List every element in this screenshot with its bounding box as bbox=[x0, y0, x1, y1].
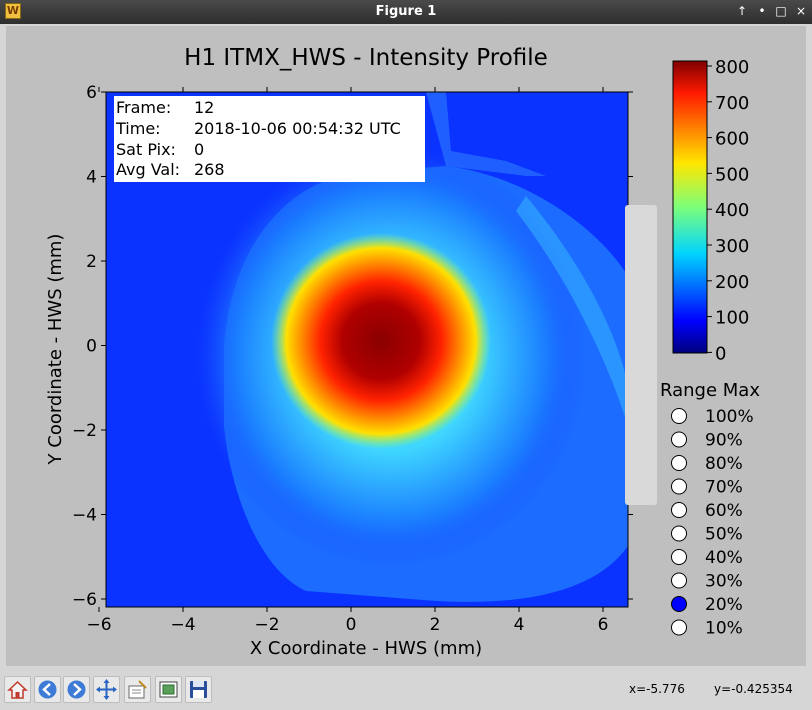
radio-button[interactable] bbox=[671, 525, 687, 542]
pan-button[interactable] bbox=[93, 676, 120, 703]
colorbar-tick-label: 800 bbox=[715, 57, 749, 78]
y-tick-label: −2 bbox=[72, 421, 97, 441]
y-tick-label: 0 bbox=[86, 337, 97, 357]
edit-axis-button[interactable] bbox=[155, 676, 182, 703]
colorbar-tick-label: 600 bbox=[715, 129, 749, 150]
window-titlebar: W Figure 1 ↑ • □ × bbox=[0, 0, 812, 24]
range-slider-panel[interactable] bbox=[625, 205, 657, 505]
figure-svg: H1 ITMX_HWS - Intensity Profile −6 −4 −2 0 2… bbox=[45, 45, 760, 659]
y-tick-label: −6 bbox=[72, 590, 97, 610]
frame-value: 12 bbox=[194, 98, 214, 117]
radio-label: 90% bbox=[705, 431, 743, 451]
colorbar-ticks: 800 700 600 500 400 300 200 100 0 bbox=[707, 57, 749, 364]
radio-button[interactable] bbox=[671, 431, 687, 448]
x-tick-label: −2 bbox=[254, 615, 279, 635]
intensity-image bbox=[106, 92, 628, 607]
x-tick-label: 2 bbox=[430, 615, 441, 635]
back-button[interactable] bbox=[34, 676, 61, 703]
range-option-90-percent[interactable]: 90% bbox=[671, 431, 743, 451]
frame-info-box: Frame: 12 Time: 2018-10-06 00:54:32 UTC … bbox=[114, 96, 425, 182]
x-tick-label: 6 bbox=[598, 615, 609, 635]
app-icon: W bbox=[5, 3, 21, 19]
range-option-60-percent[interactable]: 60% bbox=[671, 501, 743, 521]
home-icon bbox=[7, 680, 28, 699]
y-tick-label: −4 bbox=[72, 506, 97, 526]
colorbar-tick-label: 200 bbox=[715, 272, 749, 293]
plot-title: H1 ITMX_HWS - Intensity Profile bbox=[184, 45, 548, 71]
x-axis: −6 −4 −2 0 2 4 6 bbox=[86, 87, 608, 635]
radio-label: 40% bbox=[705, 548, 743, 568]
radio-label: 60% bbox=[705, 501, 743, 521]
y-tick-label: 2 bbox=[86, 252, 97, 272]
colorbar-tick-label: 700 bbox=[715, 93, 749, 114]
colorbar-tick-label: 300 bbox=[715, 236, 749, 257]
satpix-label: Sat Pix: bbox=[116, 140, 176, 159]
window-title: Figure 1 bbox=[375, 4, 437, 19]
frame-label: Frame: bbox=[116, 98, 171, 117]
colorbar-tick-label: 100 bbox=[715, 308, 749, 329]
range-option-50-percent[interactable]: 50% bbox=[671, 525, 743, 545]
radio-button[interactable] bbox=[671, 619, 687, 636]
navigation-toolbar: x=-5.776 y=-0.425354 bbox=[0, 668, 812, 710]
radio-label: 100% bbox=[705, 407, 754, 427]
colorbar-tick-label: 500 bbox=[715, 164, 749, 185]
x-tick-label: −6 bbox=[86, 615, 111, 635]
save-button[interactable] bbox=[185, 676, 212, 703]
edit-axis-icon bbox=[159, 681, 178, 698]
radio-button[interactable] bbox=[671, 572, 687, 589]
home-button[interactable] bbox=[4, 676, 31, 703]
cursor-x-coordinate: x=-5.776 bbox=[629, 682, 685, 696]
y-axis-label: Y Coordinate - HWS (mm) bbox=[45, 234, 66, 466]
y-tick-label: 4 bbox=[86, 168, 97, 188]
back-icon bbox=[38, 680, 57, 699]
x-tick-label: 4 bbox=[514, 615, 525, 635]
pan-icon bbox=[96, 679, 117, 700]
radio-button[interactable] bbox=[671, 549, 687, 565]
radio-button[interactable] bbox=[671, 455, 687, 471]
save-icon bbox=[190, 681, 207, 698]
colorbar-tick-label: 0 bbox=[715, 343, 726, 364]
radio-button[interactable] bbox=[671, 408, 687, 424]
configure-subplots-icon bbox=[128, 680, 147, 699]
radio-button[interactable] bbox=[671, 596, 687, 612]
forward-button[interactable] bbox=[63, 676, 90, 703]
keep-above-button[interactable]: ↑ bbox=[736, 4, 748, 18]
range-option-80-percent[interactable]: 80% bbox=[671, 454, 743, 474]
range-option-70-percent[interactable]: 70% bbox=[671, 478, 743, 498]
range-option-10-percent[interactable]: 10% bbox=[671, 619, 743, 639]
range-option-40-percent[interactable]: 40% bbox=[671, 548, 743, 568]
range-option-100-percent[interactable]: 100% bbox=[671, 407, 754, 427]
radio-button[interactable] bbox=[671, 502, 687, 518]
radio-label: 50% bbox=[705, 525, 743, 545]
range-option-20-percent[interactable]: 20% bbox=[671, 595, 743, 615]
avg-value: 268 bbox=[194, 160, 225, 179]
y-axis: 6 4 2 0 −2 −4 −6 bbox=[72, 83, 633, 610]
x-tick-label: −4 bbox=[170, 615, 195, 635]
satpix-value: 0 bbox=[194, 140, 204, 159]
avg-label: Avg Val: bbox=[116, 160, 180, 179]
figure-canvas: H1 ITMX_HWS - Intensity Profile −6 −4 −2 0 2… bbox=[6, 26, 806, 666]
radio-label: 80% bbox=[705, 454, 743, 474]
range-max-radio-group: 100% 90% 80% 70% 60% 50% 40% 30% 20% 10% bbox=[671, 407, 754, 639]
y-tick-label: 6 bbox=[86, 83, 97, 103]
colorbar bbox=[672, 60, 708, 354]
time-label: Time: bbox=[115, 119, 161, 138]
radio-label: 20% bbox=[705, 595, 743, 615]
time-value: 2018-10-06 00:54:32 UTC bbox=[194, 119, 401, 138]
close-button[interactable]: × bbox=[795, 4, 807, 18]
minimize-button[interactable]: • bbox=[758, 4, 766, 18]
x-tick-label: 0 bbox=[346, 615, 357, 635]
radio-label: 70% bbox=[705, 478, 743, 498]
forward-icon bbox=[67, 680, 86, 699]
configure-subplots-button[interactable] bbox=[124, 676, 151, 703]
radio-label: 10% bbox=[705, 619, 743, 639]
radio-label: 30% bbox=[705, 572, 743, 592]
range-option-30-percent[interactable]: 30% bbox=[671, 572, 743, 592]
cursor-y-coordinate: y=-0.425354 bbox=[714, 682, 793, 696]
x-axis-label: X Coordinate - HWS (mm) bbox=[250, 638, 482, 659]
radio-button[interactable] bbox=[671, 478, 687, 495]
maximize-button[interactable]: □ bbox=[775, 4, 787, 18]
range-max-title: Range Max bbox=[660, 380, 760, 401]
colorbar-tick-label: 400 bbox=[715, 200, 749, 221]
